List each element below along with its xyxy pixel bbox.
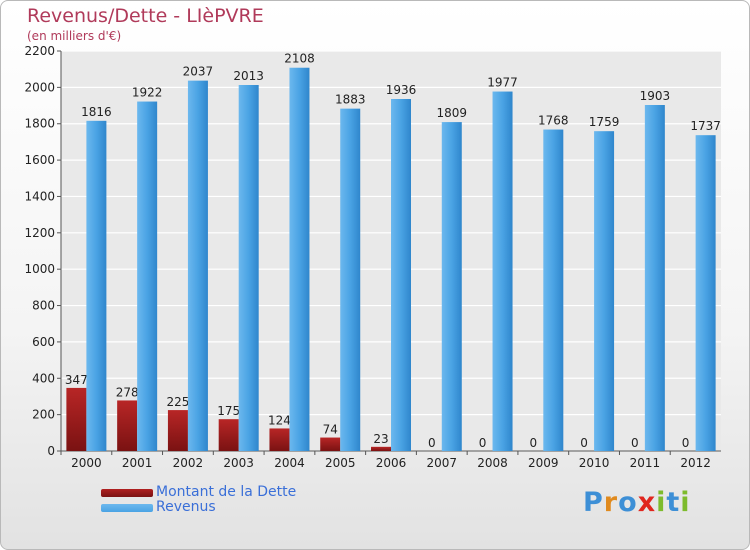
legend-swatch-revenus (101, 504, 153, 512)
y-tick-label: 1800 (24, 117, 55, 131)
y-tick-label: 1000 (24, 262, 55, 276)
data-label-revenus: 2108 (284, 52, 315, 66)
data-label-revenus: 1809 (436, 106, 467, 120)
bar-revenus (86, 120, 107, 452)
data-label-dette: 347 (65, 373, 88, 387)
legend-swatch-dette (101, 489, 153, 497)
data-label-dette: 0 (529, 436, 537, 450)
bar-dette (66, 387, 87, 451)
data-label-dette: 0 (479, 436, 487, 450)
logo-letter: P (583, 487, 604, 518)
x-tick-label: 2012 (680, 456, 711, 470)
x-tick-label: 2007 (426, 456, 457, 470)
y-tick-label: 800 (32, 299, 55, 313)
data-label-dette: 74 (323, 423, 338, 437)
x-tick-label: 2000 (71, 456, 102, 470)
y-tick-label: 2200 (24, 44, 55, 58)
x-tick-label: 2006 (376, 456, 407, 470)
data-label-dette: 0 (631, 436, 639, 450)
data-label-revenus: 1737 (690, 119, 721, 133)
data-label-dette: 23 (373, 432, 388, 446)
logo-letter: x (637, 487, 657, 518)
x-tick-label: 2009 (528, 456, 559, 470)
y-tick-label: 1400 (24, 189, 55, 203)
logo-letter: r (603, 487, 619, 518)
bar-revenus (340, 108, 361, 452)
x-tick-label: 2010 (579, 456, 610, 470)
bar-dette (269, 428, 290, 451)
data-label-dette: 175 (217, 404, 240, 418)
data-label-revenus: 1768 (538, 114, 569, 128)
bar-revenus (543, 129, 564, 451)
logo-letter: i (680, 487, 691, 518)
y-tick-label: 600 (32, 335, 55, 349)
x-tick-label: 2003 (223, 456, 254, 470)
proxiti-logo: Proxiti (583, 487, 691, 518)
bar-dette (371, 446, 391, 451)
data-label-revenus: 1922 (132, 86, 163, 100)
y-tick-label: 1200 (24, 226, 55, 240)
bar-revenus (441, 122, 462, 451)
bar-revenus (391, 99, 411, 451)
bar-dette (320, 437, 341, 451)
logo-letter: i (656, 487, 667, 518)
bar-revenus (695, 135, 716, 451)
x-tick-label: 2002 (173, 456, 204, 470)
y-tick-label: 200 (32, 408, 55, 422)
chart-title: Revenus/Dette - LIèPVRE (27, 5, 264, 27)
legend-label-dette: Montant de la Dette (156, 484, 297, 500)
bar-revenus (238, 85, 259, 451)
data-label-revenus: 1816 (81, 105, 112, 119)
bar-revenus (492, 91, 513, 451)
data-label-revenus: 2013 (233, 69, 264, 83)
logo-letter: o (618, 487, 638, 518)
data-label-dette: 0 (580, 436, 588, 450)
data-label-revenus: 1759 (589, 115, 620, 129)
data-label-dette: 0 (428, 436, 436, 450)
data-label-revenus: 1903 (640, 89, 671, 103)
bar-dette (117, 400, 138, 451)
data-label-revenus: 1883 (335, 93, 366, 107)
x-tick-label: 2004 (274, 456, 305, 470)
x-tick-label: 2005 (325, 456, 356, 470)
data-label-dette: 124 (268, 413, 291, 427)
y-tick-label: 0 (47, 444, 55, 458)
x-tick-label: 2008 (477, 456, 508, 470)
bar-dette (218, 419, 239, 451)
data-label-dette: 225 (166, 395, 189, 409)
bar-dette (167, 410, 188, 451)
y-tick-label: 2000 (24, 80, 55, 94)
bar-revenus (644, 105, 665, 451)
data-label-revenus: 1977 (487, 76, 518, 90)
bar-revenus (187, 80, 208, 452)
data-label-revenus: 2037 (183, 65, 214, 79)
bar-revenus (289, 67, 310, 452)
data-label-dette: 0 (682, 436, 690, 450)
bar-revenus (594, 131, 615, 451)
data-label-dette: 278 (116, 385, 139, 399)
x-tick-label: 2001 (122, 456, 153, 470)
logo-letter: t (666, 487, 681, 518)
legend-label-revenus: Revenus (156, 499, 216, 515)
chart-subtitle: (en milliers d'€) (27, 29, 122, 43)
y-tick-label: 1600 (24, 153, 55, 167)
data-label-revenus: 1936 (386, 83, 417, 97)
bar-revenus (137, 101, 158, 451)
y-tick-label: 400 (32, 371, 55, 385)
x-tick-label: 2011 (630, 456, 661, 470)
